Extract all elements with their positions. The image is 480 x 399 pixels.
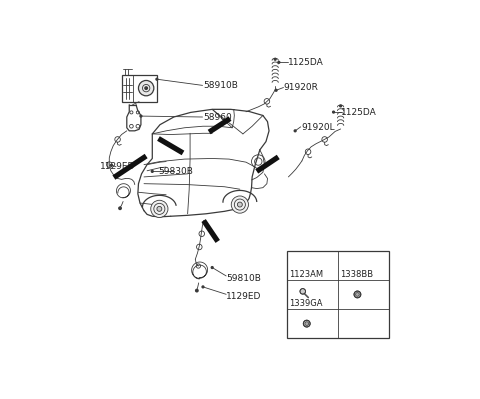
Text: 58910B: 58910B xyxy=(203,81,238,90)
Circle shape xyxy=(300,288,305,294)
Text: 59810B: 59810B xyxy=(226,274,261,283)
Circle shape xyxy=(138,81,154,96)
Circle shape xyxy=(140,115,142,117)
Circle shape xyxy=(196,289,198,292)
Circle shape xyxy=(211,267,213,269)
Circle shape xyxy=(294,130,296,132)
Text: 1129ED: 1129ED xyxy=(100,162,135,171)
Circle shape xyxy=(340,105,342,107)
Circle shape xyxy=(354,291,361,298)
Circle shape xyxy=(275,89,277,91)
Bar xyxy=(288,251,389,338)
Bar xyxy=(121,75,157,102)
Circle shape xyxy=(231,196,249,213)
Text: 1339GA: 1339GA xyxy=(289,299,323,308)
Circle shape xyxy=(274,58,276,60)
Circle shape xyxy=(157,206,162,211)
Circle shape xyxy=(278,61,280,63)
Text: 1125DA: 1125DA xyxy=(341,108,377,117)
Text: 59830B: 59830B xyxy=(158,167,193,176)
Text: 1125DA: 1125DA xyxy=(288,58,324,67)
Circle shape xyxy=(151,200,168,217)
Text: 1338BB: 1338BB xyxy=(340,270,373,279)
Text: 91920R: 91920R xyxy=(284,83,319,92)
Circle shape xyxy=(238,202,242,207)
Circle shape xyxy=(156,78,158,80)
Circle shape xyxy=(303,320,310,327)
Circle shape xyxy=(145,87,147,89)
Circle shape xyxy=(356,292,359,296)
Circle shape xyxy=(333,111,335,113)
Text: 1129ED: 1129ED xyxy=(226,292,262,301)
Circle shape xyxy=(119,207,121,209)
Text: 1123AM: 1123AM xyxy=(289,270,324,279)
Text: 91920L: 91920L xyxy=(301,122,335,132)
Circle shape xyxy=(305,322,309,326)
Circle shape xyxy=(202,286,204,288)
Circle shape xyxy=(151,170,153,172)
Circle shape xyxy=(110,164,112,166)
Text: 58960: 58960 xyxy=(203,113,232,122)
